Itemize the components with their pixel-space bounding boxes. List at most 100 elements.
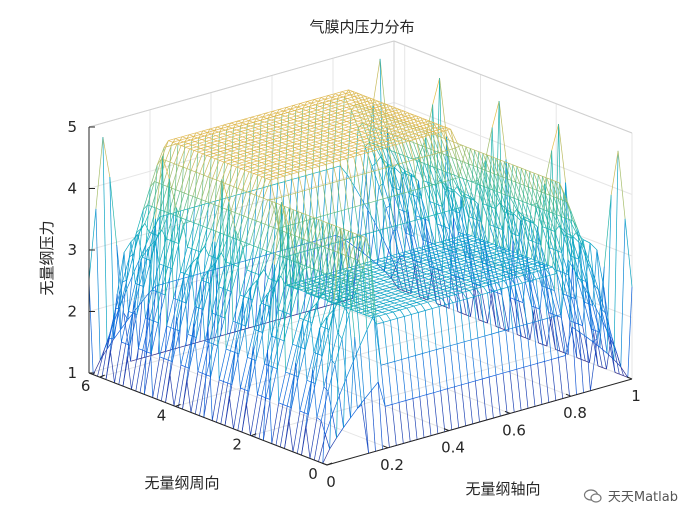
surface-mesh-segment: [364, 142, 370, 148]
surface-mesh-segment: [421, 216, 429, 219]
surface-mesh-segment: [472, 284, 480, 288]
surface-mesh-segment: [388, 309, 394, 313]
surface-mesh-segment: [316, 144, 324, 148]
surface-mesh-segment: [273, 153, 279, 156]
surface-mesh-segment: [314, 164, 320, 167]
surface-mesh-segment: [166, 163, 175, 187]
surface-mesh-segment: [280, 151, 286, 154]
surface-mesh-segment: [409, 131, 415, 135]
surface-mesh-segment: [464, 258, 472, 262]
surface-mesh-segment: [199, 272, 205, 342]
surface-mesh-segment: [267, 167, 275, 170]
surface-mesh-segment: [514, 168, 522, 253]
surface-mesh-segment: [515, 181, 523, 202]
surface-mesh-segment: [410, 175, 415, 178]
surface-mesh-segment: [364, 104, 369, 108]
surface-mesh-segment: [221, 142, 227, 145]
surface-mesh-segment: [377, 257, 385, 260]
surface-mesh-segment: [380, 120, 385, 123]
surface-mesh-segment: [168, 212, 174, 216]
surface-mesh-segment: [348, 140, 354, 143]
surface-mesh-segment: [99, 348, 108, 361]
surface-mesh-segment: [345, 130, 351, 133]
surface-mesh-segment: [413, 289, 421, 293]
surface-mesh-segment: [401, 126, 409, 130]
surface-mesh-segment: [428, 276, 436, 280]
surface-mesh-segment: [338, 93, 346, 96]
surface-mesh-segment: [319, 169, 327, 173]
surface-mesh-segment: [434, 285, 439, 289]
surface-mesh-segment: [465, 265, 471, 268]
surface-mesh-segment: [364, 118, 370, 122]
surface-mesh-segment: [434, 150, 440, 153]
surface-mesh-segment: [476, 286, 484, 289]
surface-mesh-segment: [259, 120, 265, 123]
surface-mesh-segment: [306, 292, 311, 296]
surface-mesh-segment: [308, 266, 314, 270]
surface-mesh-segment: [350, 122, 356, 126]
surface-mesh-segment: [334, 114, 342, 117]
surface-mesh-segment: [448, 296, 454, 303]
surface-mesh-segment: [373, 229, 381, 233]
surface-mesh-segment: [287, 112, 293, 115]
surface-mesh-segment: [513, 198, 522, 219]
surface-mesh-segment: [311, 102, 316, 106]
surface-mesh-segment: [418, 284, 424, 287]
surface-mesh-segment: [365, 110, 371, 113]
surface-mesh-segment: [331, 224, 339, 305]
surface-mesh-segment: [370, 312, 376, 315]
surface-mesh-segment: [370, 123, 378, 127]
surface-mesh-segment: [219, 159, 224, 163]
surface-mesh-segment: [255, 169, 261, 172]
surface-mesh-segment: [274, 165, 282, 168]
surface-mesh-segment: [366, 124, 371, 127]
surface-mesh-segment: [320, 420, 326, 435]
surface-mesh-segment: [230, 322, 238, 351]
surface-mesh-segment: [185, 276, 191, 346]
surface-mesh-segment: [295, 136, 303, 140]
surface-mesh-segment: [362, 134, 370, 138]
surface-mesh-segment: [343, 145, 351, 149]
surface-mesh-segment: [510, 262, 518, 266]
surface-mesh-segment: [500, 269, 506, 273]
surface-mesh-segment: [191, 169, 196, 173]
surface-mesh-segment: [342, 280, 348, 283]
surface-mesh-segment: [356, 234, 365, 315]
surface-mesh-segment: [357, 106, 362, 110]
surface-mesh-segment: [371, 166, 380, 187]
surface-mesh-segment: [191, 224, 199, 249]
surface-mesh-segment: [396, 174, 402, 230]
surface-mesh-segment: [463, 283, 469, 286]
surface-mesh-segment: [185, 366, 190, 369]
surface-mesh-segment: [201, 199, 206, 202]
surface-mesh-segment: [332, 395, 340, 415]
surface-mesh-segment: [424, 310, 430, 352]
surface-mesh-segment: [398, 116, 406, 119]
surface-mesh-segment: [335, 291, 343, 295]
surface-mesh-segment: [239, 191, 247, 215]
surface-mesh-segment: [402, 119, 408, 122]
surface-mesh-segment: [402, 290, 410, 293]
surface-mesh-segment: [237, 188, 243, 191]
surface-mesh-segment: [358, 97, 364, 101]
surface-mesh-segment: [401, 263, 406, 267]
surface-mesh-segment: [548, 312, 556, 350]
surface-mesh-segment: [227, 147, 235, 150]
surface-mesh-segment: [315, 118, 321, 121]
surface-mesh-segment: [236, 141, 245, 145]
surface-mesh-segment: [262, 153, 267, 156]
surface-mesh-segment: [408, 140, 417, 161]
surface-mesh-segment: [330, 103, 338, 107]
surface-mesh-segment: [334, 210, 342, 213]
surface-mesh-segment: [486, 264, 494, 292]
surface-mesh-segment: [261, 365, 269, 397]
surface-mesh-segment: [310, 139, 316, 143]
surface-mesh-segment: [363, 312, 371, 315]
surface-mesh-segment: [236, 164, 244, 168]
surface-mesh-segment: [324, 133, 332, 137]
surface-mesh-segment: [453, 288, 459, 292]
surface-mesh-segment: [357, 175, 363, 205]
surface-mesh-segment: [473, 294, 481, 298]
surface-mesh-segment: [545, 193, 550, 196]
surface-mesh-segment: [385, 404, 393, 407]
